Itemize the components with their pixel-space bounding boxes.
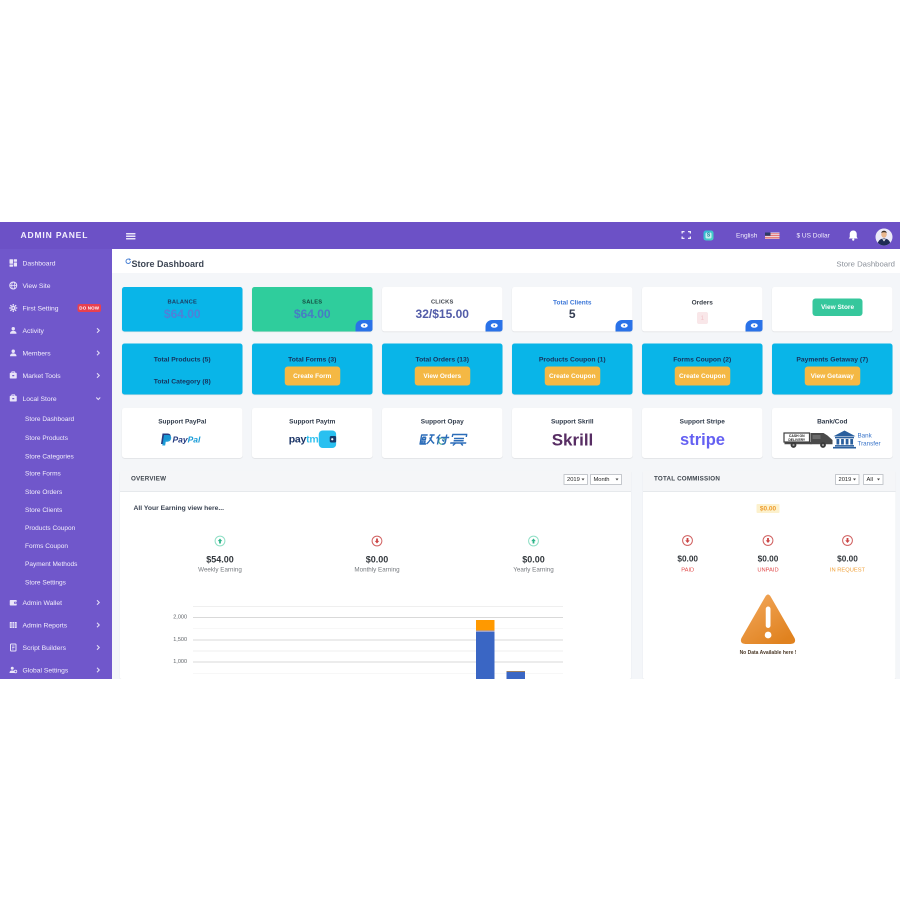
svg-text:Skrill: Skrill [551, 431, 593, 450]
svg-text:Bank: Bank [857, 433, 872, 440]
svg-text:CASH ON: CASH ON [789, 434, 805, 438]
svg-text:stripe: stripe [680, 431, 725, 449]
svg-text:paytm: paytm [289, 434, 319, 446]
svg-text:PayPal: PayPal [172, 435, 201, 445]
svg-text:DELIVERY: DELIVERY [788, 438, 806, 442]
svg-text:Transfer: Transfer [857, 441, 880, 448]
